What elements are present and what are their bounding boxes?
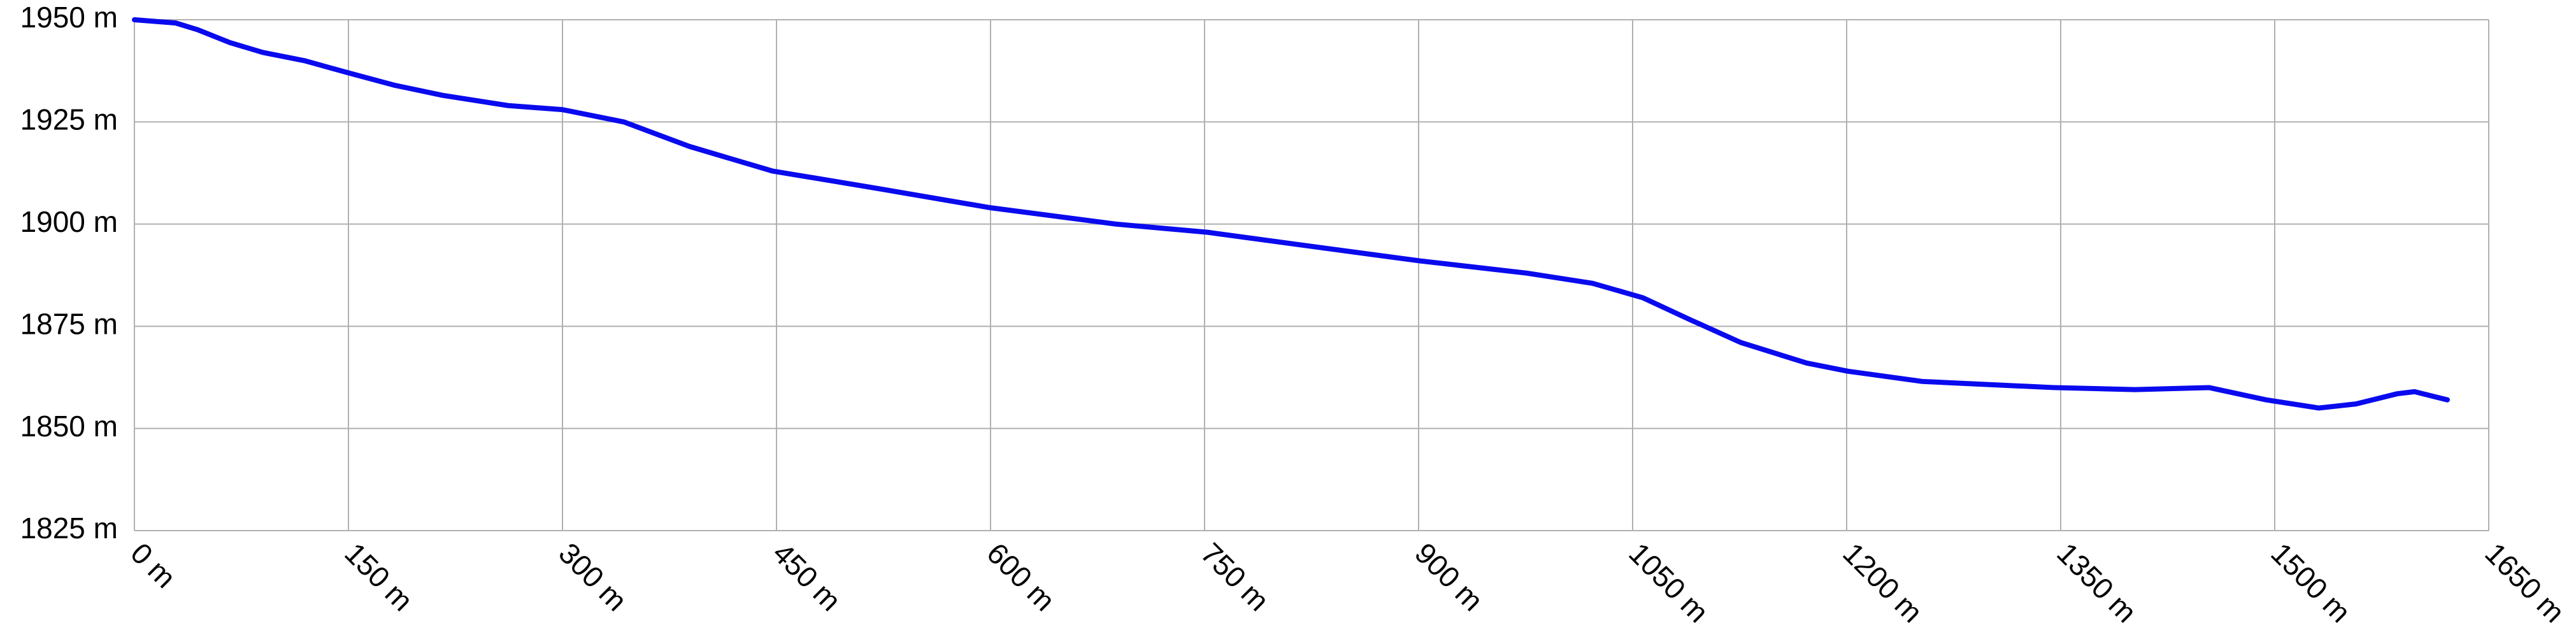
x-tick-label: 600 m <box>980 536 1061 617</box>
x-tick-label: 1050 m <box>1622 536 1715 629</box>
x-tick-label: 1200 m <box>1836 536 1929 629</box>
y-tick-label: 1950 m <box>20 1 118 34</box>
x-tick-label: 900 m <box>1408 536 1489 617</box>
y-tick-label: 1900 m <box>20 205 118 238</box>
x-tick-label: 1500 m <box>2265 536 2357 629</box>
y-tick-label: 1925 m <box>20 103 118 136</box>
x-tick-label: 300 m <box>552 536 633 617</box>
x-tick-label: 1350 m <box>2050 536 2143 629</box>
y-tick-label: 1825 m <box>20 512 118 545</box>
x-tick-label: 150 m <box>338 536 419 617</box>
x-tick-label: 750 m <box>1194 536 1275 617</box>
y-tick-label: 1875 m <box>20 307 118 340</box>
x-tick-label: 450 m <box>766 536 847 617</box>
x-tick-label: 0 m <box>124 536 182 594</box>
profile-line <box>132 17 2451 411</box>
x-tick-label: 1650 m <box>2479 536 2571 629</box>
y-tick-label: 1850 m <box>20 410 118 443</box>
